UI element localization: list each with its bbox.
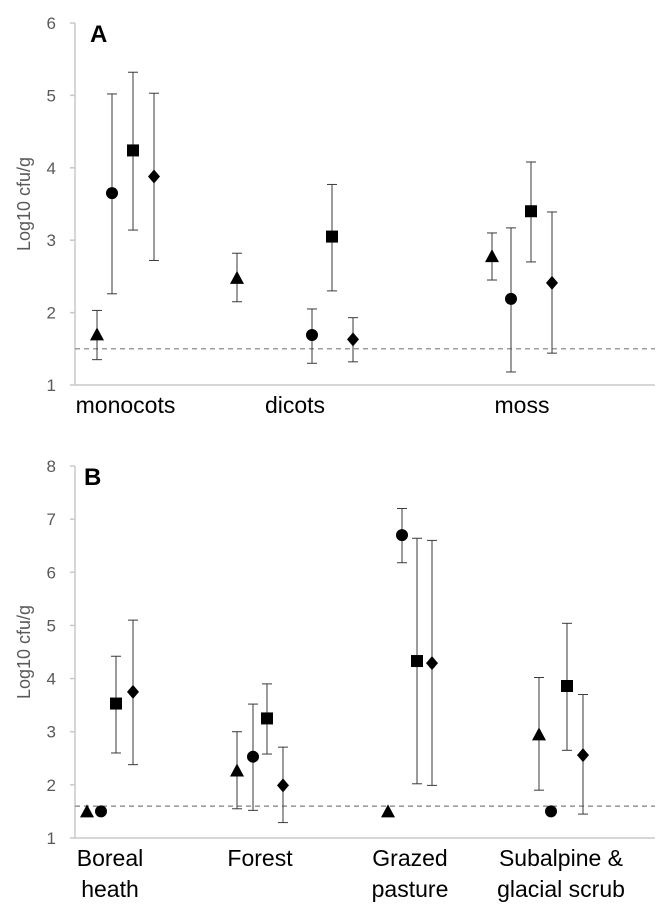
- category-label: heath: [81, 876, 139, 902]
- y-tick-label: 2: [47, 776, 56, 795]
- diamond-marker: [127, 684, 139, 699]
- y-tick-label: 5: [47, 86, 56, 105]
- circle-marker: [396, 529, 408, 542]
- y-axis-title: Log10 cfu/g: [14, 605, 34, 699]
- category-label: Forest: [227, 845, 293, 871]
- triangle-marker: [230, 270, 244, 284]
- y-tick-label: 4: [47, 670, 56, 689]
- y-tick-label: 3: [47, 723, 56, 742]
- circle-marker: [247, 750, 259, 763]
- y-tick-label: 6: [47, 14, 56, 33]
- y-tick-label: 7: [47, 510, 56, 529]
- y-tick-label: 2: [47, 304, 56, 323]
- y-axis-title: Log10 cfu/g: [14, 157, 34, 251]
- circle-marker: [106, 187, 118, 200]
- y-tick-label: 5: [47, 616, 56, 635]
- category-label: pasture: [372, 876, 449, 902]
- triangle-marker: [532, 727, 546, 741]
- triangle-marker: [485, 249, 499, 263]
- square-marker: [261, 712, 273, 725]
- y-tick-label: 8: [47, 457, 56, 476]
- triangle-marker: [80, 804, 94, 818]
- panel-label: B: [84, 464, 101, 491]
- circle-marker: [545, 805, 557, 818]
- category-label: Subalpine &: [499, 845, 623, 871]
- panel-b: 1 2 3 4 5 6 7 8 Log10 cfu/g B Boreal heath Forest Gra…: [14, 457, 655, 902]
- square-marker: [326, 230, 338, 243]
- square-marker: [127, 144, 139, 157]
- triangle-marker: [381, 804, 395, 818]
- diamond-marker: [577, 748, 589, 763]
- y-tick-label: 1: [47, 829, 56, 848]
- diamond-marker: [148, 169, 160, 184]
- diamond-marker: [426, 656, 438, 671]
- circle-marker: [505, 292, 517, 305]
- circle-marker: [306, 329, 318, 342]
- diamond-marker: [347, 332, 359, 347]
- category-label: Boreal: [77, 845, 143, 871]
- square-marker: [525, 205, 537, 218]
- category-label: dicots: [265, 392, 325, 418]
- square-marker: [110, 697, 122, 710]
- circle-marker: [95, 805, 107, 818]
- triangle-marker: [90, 327, 104, 341]
- diamond-marker: [277, 778, 289, 793]
- square-marker: [411, 655, 423, 668]
- diamond-marker: [546, 275, 558, 290]
- square-marker: [561, 680, 573, 693]
- y-tick-label: 3: [47, 231, 56, 250]
- category-label: glacial scrub: [497, 876, 625, 902]
- y-tick-label: 6: [47, 563, 56, 582]
- panel-label: A: [90, 21, 107, 48]
- triangle-marker: [230, 763, 244, 777]
- category-label: monocots: [76, 392, 176, 418]
- y-tick-label: 4: [47, 159, 56, 178]
- category-label: Grazed: [372, 845, 447, 871]
- category-label: moss: [495, 392, 550, 418]
- y-tick-label: 1: [47, 376, 56, 395]
